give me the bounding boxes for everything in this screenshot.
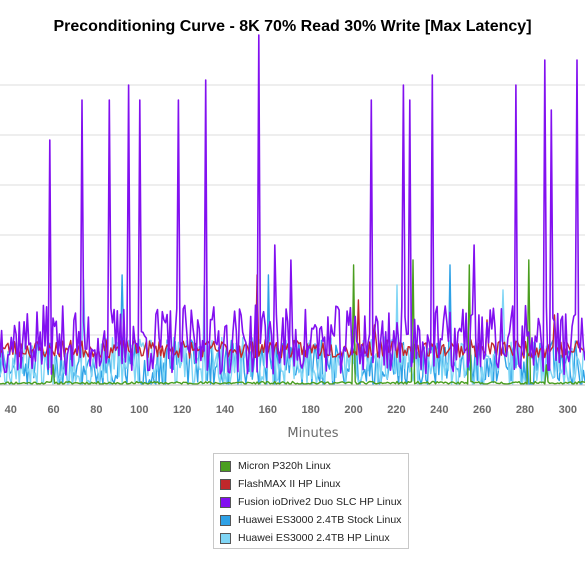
legend-swatch <box>220 532 231 544</box>
x-axis-label: Minutes <box>287 426 338 441</box>
series-line-4 <box>0 279 585 385</box>
x-tick-label: 240 <box>430 404 448 416</box>
legend-item: Fusion ioDrive2 Duo SLC HP Linux <box>214 493 408 511</box>
legend-label: Micron P320h Linux <box>238 460 331 472</box>
x-tick-label: 160 <box>259 404 277 416</box>
legend-swatch <box>220 514 231 526</box>
x-tick-label: 300 <box>559 404 577 416</box>
x-tick-labels: 40 60 80 100 120 140 160 180 200 220 240 260 280 300 <box>5 404 577 416</box>
legend-label: Huawei ES3000 2.4TB HP Linux <box>238 532 390 544</box>
x-tick-label: 280 <box>516 404 534 416</box>
legend-swatch <box>220 478 231 490</box>
x-tick-label: 80 <box>90 404 102 416</box>
x-tick-label: 140 <box>216 404 234 416</box>
legend-label: Huawei ES3000 2.4TB Stock Linux <box>238 514 402 526</box>
x-tick-label: 180 <box>302 404 320 416</box>
x-tick-label: 220 <box>387 404 405 416</box>
x-tick-label: 200 <box>344 404 362 416</box>
legend-label: FlashMAX II HP Linux <box>238 478 341 490</box>
x-tick-label: 40 <box>5 404 17 416</box>
x-tick-label: 120 <box>173 404 191 416</box>
legend-item: Micron P320h Linux <box>214 457 408 475</box>
x-tick-label: 100 <box>130 404 148 416</box>
legend: Micron P320h Linux FlashMAX II HP Linux … <box>213 453 409 549</box>
legend-swatch <box>220 496 231 508</box>
legend-swatch <box>220 460 231 472</box>
series-line-0 <box>0 259 585 385</box>
legend-item: FlashMAX II HP Linux <box>214 475 408 493</box>
legend-label: Fusion ioDrive2 Duo SLC HP Linux <box>238 496 402 508</box>
series-line-2 <box>0 34 585 376</box>
x-tick-label: 60 <box>47 404 59 416</box>
x-tick-label: 260 <box>473 404 491 416</box>
chart-title: Preconditioning Curve - 8K 70% Read 30% … <box>53 18 532 35</box>
legend-item: Huawei ES3000 2.4TB Stock Linux <box>214 511 408 529</box>
legend-item: Huawei ES3000 2.4TB HP Linux <box>214 529 408 547</box>
series-layer <box>0 34 585 385</box>
